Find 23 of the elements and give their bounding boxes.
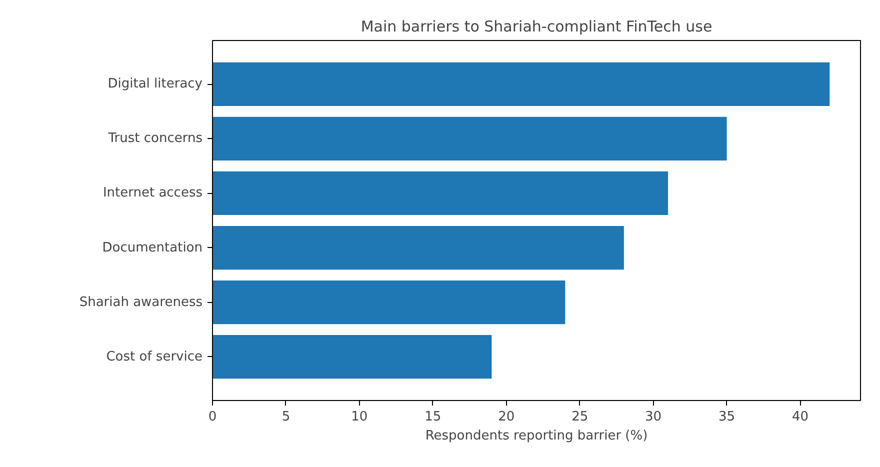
x-tick-label: 5: [282, 410, 290, 424]
bar: [212, 62, 830, 106]
bar: [212, 280, 566, 324]
x-tick-label: 15: [424, 410, 442, 424]
chart-title: Main barriers to Shariah-compliant FinTech use: [360, 18, 712, 36]
y-tick-label: Digital literacy: [108, 76, 203, 92]
y-tick-label: Cost of service: [106, 349, 203, 364]
x-tick-label: 40: [792, 410, 809, 424]
x-tick-label: 30: [645, 410, 662, 424]
x-tick-label: 35: [718, 410, 736, 424]
y-tick-label: Internet access: [102, 186, 203, 201]
x-tick-label: 0: [208, 410, 217, 424]
x-tick-label: 25: [572, 410, 588, 424]
bar: [212, 335, 492, 379]
x-tick-label: 10: [351, 410, 368, 424]
y-tick-label: Documentation: [102, 240, 202, 256]
x-tick-label: 20: [498, 410, 515, 424]
bar: [212, 226, 624, 270]
bar: [212, 116, 727, 160]
bar: [212, 171, 668, 216]
x-axis-title: Respondents reporting barrier (%): [425, 428, 648, 444]
y-tick-label: Trust concerns: [107, 131, 203, 146]
y-tick-label: Shariah awareness: [79, 294, 203, 310]
